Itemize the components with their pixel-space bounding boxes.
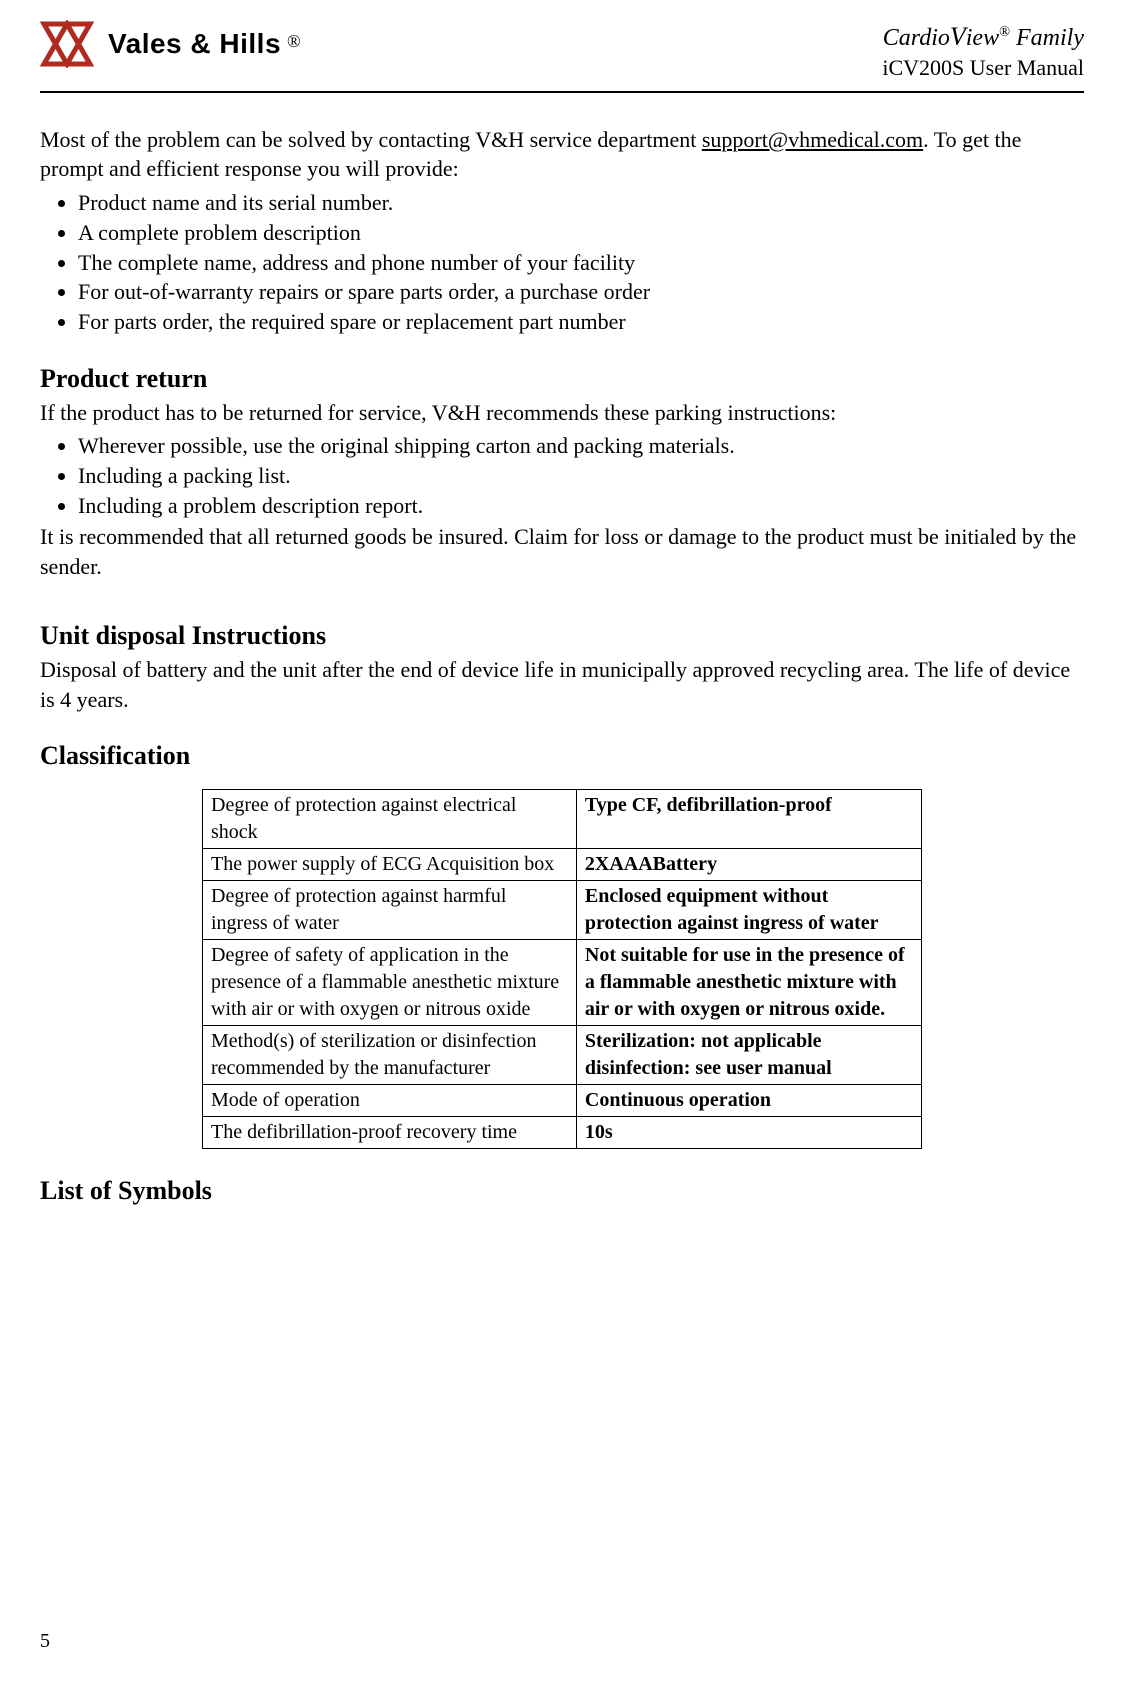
table-row: The power supply of ECG Acquisition box … <box>203 849 922 881</box>
table-cell-right: 2XAAABattery <box>576 849 921 881</box>
table-cell-left: Degree of safety of application in the p… <box>203 940 577 1026</box>
product-return-after: It is recommended that all returned good… <box>40 522 1084 581</box>
support-email: support@vhmedical.com <box>702 127 923 152</box>
table-cell-left: The defibrillation-proof recovery time <box>203 1117 577 1149</box>
cardio-reg: ® <box>999 24 1010 40</box>
brand-text: Vales & Hills <box>108 28 281 59</box>
table-cell-left: Degree of protection against harmful ing… <box>203 881 577 940</box>
cardio-v: V <box>950 22 966 51</box>
table-cell-left: Degree of protection against electrical … <box>203 790 577 849</box>
logo-icon <box>40 20 94 68</box>
classification-heading: Classification <box>40 738 1084 773</box>
provide-list: Product name and its serial number. A co… <box>40 188 1084 336</box>
table-cell-left: Mode of operation <box>203 1085 577 1117</box>
table-cell-right: Continuous operation <box>576 1085 921 1117</box>
unit-disposal-heading: Unit disposal Instructions <box>40 618 1084 653</box>
cardio-suffix: iew <box>966 25 999 51</box>
table-row: Method(s) of sterilization or disinfecti… <box>203 1026 922 1085</box>
cardio-prefix: Cardio <box>883 25 950 51</box>
brand-reg: ® <box>287 31 301 51</box>
product-family: CardioView® Family <box>882 20 1084 54</box>
table-cell-left: Method(s) of sterilization or disinfecti… <box>203 1026 577 1085</box>
content: Most of the problem can be solved by con… <box>40 125 1084 1656</box>
list-item: Wherever possible, use the original ship… <box>78 431 1084 461</box>
list-item: Product name and its serial number. <box>78 188 1084 218</box>
product-return-heading: Product return <box>40 361 1084 396</box>
list-item: Including a packing list. <box>78 461 1084 491</box>
intro-before: Most of the problem can be solved by con… <box>40 127 702 152</box>
symbols-heading: List of Symbols <box>40 1173 1084 1208</box>
page-header: Vales & Hills® CardioView® Family iCV200… <box>40 20 1084 93</box>
list-item: For out-of-warranty repairs or spare par… <box>78 277 1084 307</box>
table-row: Degree of protection against harmful ing… <box>203 881 922 940</box>
unit-disposal-text: Disposal of battery and the unit after t… <box>40 655 1084 714</box>
list-item: A complete problem description <box>78 218 1084 248</box>
table-cell-right: 10s <box>576 1117 921 1149</box>
table-cell-right: Type CF, defibrillation-proof <box>576 790 921 849</box>
list-item: For parts order, the required spare or r… <box>78 307 1084 337</box>
cardio-family: Family <box>1010 25 1084 51</box>
list-item: Including a problem description report. <box>78 491 1084 521</box>
brand-name: Vales & Hills ® <box>108 28 301 60</box>
manual-line: iCV200S User Manual <box>882 54 1084 83</box>
intro-paragraph: Most of the problem can be solved by con… <box>40 125 1084 184</box>
list-item: The complete name, address and phone num… <box>78 248 1084 278</box>
table-cell-right: Not suitable for use in the presence of … <box>576 940 921 1026</box>
table-cell-left: The power supply of ECG Acquisition box <box>203 849 577 881</box>
table-row: Degree of safety of application in the p… <box>203 940 922 1026</box>
table-cell-right: Enclosed equipment without protection ag… <box>576 881 921 940</box>
product-return-list: Wherever possible, use the original ship… <box>40 431 1084 520</box>
table-row: Mode of operation Continuous operation <box>203 1085 922 1117</box>
table-row: The defibrillation-proof recovery time 1… <box>203 1117 922 1149</box>
table-row: Degree of protection against electrical … <box>203 790 922 849</box>
header-right: CardioView® Family iCV200S User Manual <box>882 20 1084 83</box>
page-number: 5 <box>40 1628 1084 1655</box>
classification-table: Degree of protection against electrical … <box>202 789 922 1149</box>
page: Vales & Hills® CardioView® Family iCV200… <box>0 0 1124 1695</box>
table-cell-right: Sterilization: not applicable disinfecti… <box>576 1026 921 1085</box>
product-return-intro: If the product has to be returned for se… <box>40 398 1084 428</box>
header-left: Vales & Hills ® <box>40 20 301 68</box>
